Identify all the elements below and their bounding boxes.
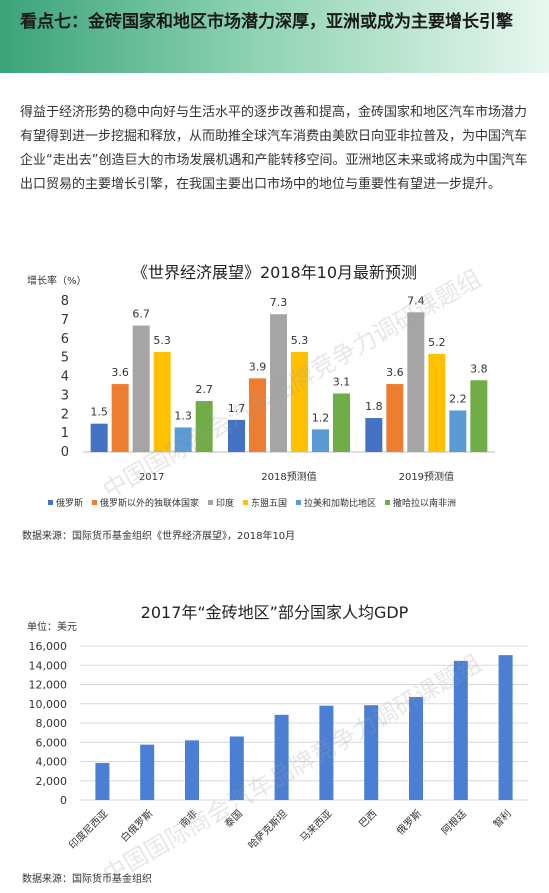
bar (470, 380, 488, 452)
data-label: 3.9 (249, 360, 267, 373)
bar (365, 418, 383, 452)
intro-paragraph: 得益于经济形势的稳中向好与生活水平的逐步改善和提高，金砖国家和地区汽车市场潜力有… (20, 105, 528, 192)
bar (270, 314, 287, 452)
header-banner: 看点七：金砖国家和地区市场潜力深厚，亚洲或成为主要增长引擎 (0, 0, 549, 73)
y-tick-label: 2 (61, 407, 69, 422)
bar (274, 714, 289, 800)
y-axis-title: 增长率（%） (27, 274, 87, 287)
bar (185, 740, 199, 800)
bar (453, 660, 468, 800)
bar (229, 736, 244, 800)
bar (228, 419, 245, 452)
y-tick-label: 8,000 (36, 717, 68, 730)
y-tick-label: 6,000 (36, 736, 68, 749)
page-title: 看点七：金砖国家和地区市场潜力深厚，亚洲或成为主要增长引擎 (20, 12, 513, 32)
y-axis-title: 单位：美元 (27, 620, 77, 633)
legend-swatch (385, 500, 390, 505)
bar (312, 429, 329, 452)
legend-label: 印度 (216, 497, 234, 509)
y-tick-label: 12,000 (29, 679, 68, 692)
data-label: 1.5 (90, 406, 108, 419)
y-tick-label: 2,000 (36, 775, 68, 788)
x-tick-label: 巴西 (357, 808, 380, 831)
bar (249, 378, 266, 452)
bar (449, 410, 467, 452)
data-label: 5.2 (428, 336, 446, 349)
data-label: 3.8 (470, 362, 488, 375)
y-tick-label: 3 (61, 388, 69, 403)
growth-chart: 增长率（%）0123456781.53.66.75.31.32.720171.7… (27, 274, 495, 509)
chart1-title: 《世界经济展望》2018年10月最新预测 (131, 263, 418, 282)
y-tick-label: 7 (61, 313, 69, 328)
x-tick-label: 2018预测值 (261, 470, 316, 483)
data-label: 5.3 (291, 334, 309, 347)
x-tick-label: 智利 (490, 807, 513, 830)
y-tick-label: 4,000 (36, 756, 68, 769)
y-tick-label: 16,000 (29, 640, 68, 653)
bar (364, 705, 379, 800)
data-label: 3.1 (333, 375, 351, 388)
data-label: 1.2 (312, 411, 330, 424)
x-tick-label: 马来西亚 (298, 808, 335, 845)
bar (90, 423, 108, 452)
bar (333, 393, 350, 452)
bar (132, 325, 150, 452)
x-tick-label: 2017 (139, 472, 164, 483)
data-label: 3.6 (386, 366, 404, 379)
legend-label: 撒哈拉以南非洲 (393, 497, 456, 509)
legend-swatch (92, 500, 97, 505)
bar (291, 351, 308, 452)
bar (95, 762, 110, 800)
bar (386, 384, 404, 452)
data-label: 7.3 (270, 296, 288, 309)
bar (153, 351, 171, 452)
legend-label: 拉美和加勒比地区 (304, 497, 376, 509)
data-label: 1.8 (365, 400, 383, 413)
y-tick-label: 14,000 (29, 659, 68, 672)
data-label: 5.3 (153, 334, 171, 347)
chart2-title: 2017年“金砖地区”部分国家人均GDP (140, 603, 409, 622)
chart2-source: 数据来源：国际货币基金组织 (22, 874, 152, 885)
y-tick-label: 0 (61, 445, 69, 460)
data-label: 1.7 (228, 402, 246, 415)
bar (498, 655, 513, 800)
bar (409, 697, 423, 800)
data-label: 7.4 (407, 294, 425, 307)
legend-label: 俄罗斯 (56, 497, 83, 509)
bar (140, 744, 155, 800)
y-tick-label: 8 (61, 294, 69, 309)
y-tick-label: 0 (60, 794, 67, 807)
legend-swatch (243, 500, 248, 505)
bar (111, 384, 129, 452)
y-tick-label: 5 (61, 351, 69, 366)
y-tick-label: 4 (61, 370, 69, 385)
y-tick-label: 10,000 (29, 698, 68, 711)
legend-label: 俄罗斯以外的独联体国家 (100, 497, 199, 509)
x-tick-label: 印度尼西亚 (66, 807, 111, 852)
bar (195, 401, 213, 452)
data-label: 3.6 (111, 366, 129, 379)
legend-label: 东盟五国 (251, 497, 287, 509)
legend-swatch (296, 500, 301, 505)
x-tick-label: 2019预测值 (399, 470, 454, 483)
legend-swatch (48, 500, 53, 505)
data-label: 2.7 (195, 383, 213, 396)
x-tick-label: 哈萨克斯坦 (245, 807, 290, 852)
bar (174, 427, 192, 452)
y-tick-label: 6 (61, 332, 69, 347)
x-tick-label: 俄罗斯 (394, 807, 424, 837)
bar (428, 353, 446, 452)
x-tick-label: 阿根廷 (439, 807, 469, 837)
bar (319, 705, 334, 800)
y-tick-label: 1 (61, 426, 69, 441)
bar (407, 312, 425, 452)
data-label: 6.7 (132, 308, 150, 321)
gdp-chart: 单位：美元 0 2,000 4,000 6,000 8,000 10,000 12,000 14… (27, 620, 528, 852)
chart1-source: 数据来源：国际货币基金组织《世界经济展望》，2018年10月 (22, 531, 296, 542)
data-label: 1.3 (174, 409, 192, 422)
legend-swatch (208, 500, 213, 505)
data-label: 2.2 (449, 392, 467, 405)
